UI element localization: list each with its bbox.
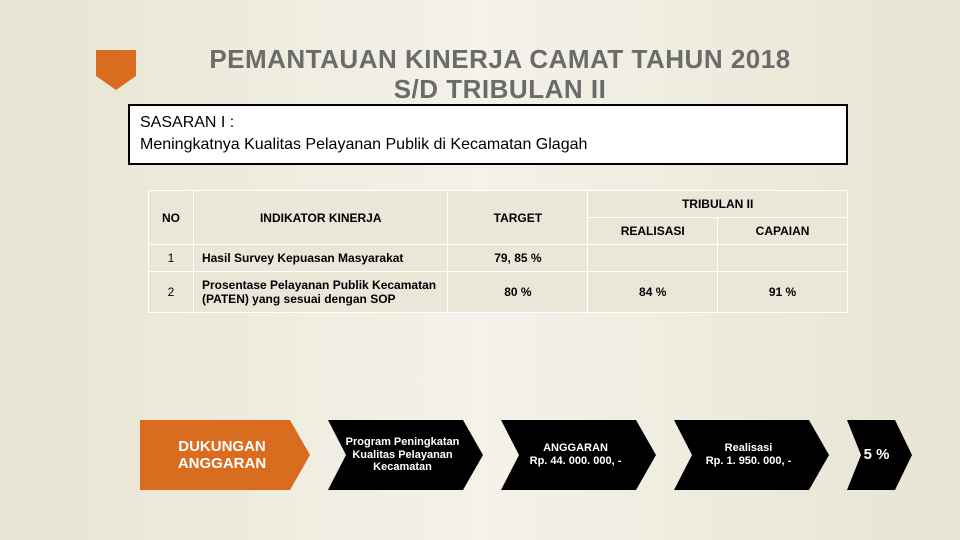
cell-capaian: 91 % xyxy=(718,272,848,313)
chev-percent-label: 5 % xyxy=(856,446,904,463)
th-realisasi: REALISASI xyxy=(588,218,718,245)
anggaran-label: ANGGARAN xyxy=(543,442,608,454)
cell-no: 2 xyxy=(149,272,194,313)
chev-realisasi-label: Realisasi Rp. 1. 950. 000, - xyxy=(698,442,806,467)
cell-indikator: Prosentase Pelayanan Publik Kecamatan (P… xyxy=(193,272,448,313)
th-tribulan: TRIBULAN II xyxy=(588,191,848,218)
title-line2: S/D TRIBULAN II xyxy=(394,74,607,104)
cell-realisasi: 84 % xyxy=(588,272,718,313)
chev-anggaran-label: ANGGARAN Rp. 44. 000. 000, - xyxy=(522,442,636,467)
chev-program-label: Program Peningkatan Kualitas Pelayanan K… xyxy=(328,436,483,474)
cell-capaian xyxy=(718,245,848,272)
anggaran-value: Rp. 44. 000. 000, - xyxy=(530,455,622,467)
sasaran-text: Meningkatnya Kualitas Pelayanan Publik d… xyxy=(140,134,836,156)
title-line1: PEMANTAUAN KINERJA CAMAT TAHUN 2018 xyxy=(209,44,790,74)
chev-dukungan-label: DUKUNGAN ANGGARAN xyxy=(140,438,310,473)
sasaran-box: SASARAN I : Meningkatnya Kualitas Pelaya… xyxy=(128,104,848,165)
chev-dukungan: DUKUNGAN ANGGARAN xyxy=(140,420,310,490)
cell-realisasi xyxy=(588,245,718,272)
accent-marker-icon xyxy=(96,50,136,90)
chev-anggaran: ANGGARAN Rp. 44. 000. 000, - xyxy=(501,420,656,490)
table-row: 1 Hasil Survey Kepuasan Masyarakat 79, 8… xyxy=(149,245,848,272)
indikator-table: NO INDIKATOR KINERJA TARGET TRIBULAN II … xyxy=(148,190,848,313)
chev-realisasi: Realisasi Rp. 1. 950. 000, - xyxy=(674,420,829,490)
table-row: 2 Prosentase Pelayanan Publik Kecamatan … xyxy=(149,272,848,313)
realisasi-label: Realisasi xyxy=(725,442,773,454)
cell-target: 79, 85 % xyxy=(448,245,588,272)
chev-percent: 5 % xyxy=(847,420,912,490)
page-title: PEMANTAUAN KINERJA CAMAT TAHUN 2018 S/D … xyxy=(150,45,850,105)
th-no: NO xyxy=(149,191,194,245)
th-target: TARGET xyxy=(448,191,588,245)
th-capaian: CAPAIAN xyxy=(718,218,848,245)
bottom-chevrons: DUKUNGAN ANGGARAN Program Peningkatan Ku… xyxy=(140,420,912,490)
cell-indikator: Hasil Survey Kepuasan Masyarakat xyxy=(193,245,448,272)
cell-target: 80 % xyxy=(448,272,588,313)
sasaran-label: SASARAN I : xyxy=(140,112,836,134)
realisasi-value: Rp. 1. 950. 000, - xyxy=(706,455,792,467)
th-indikator: INDIKATOR KINERJA xyxy=(193,191,448,245)
chev-program: Program Peningkatan Kualitas Pelayanan K… xyxy=(328,420,483,490)
cell-no: 1 xyxy=(149,245,194,272)
